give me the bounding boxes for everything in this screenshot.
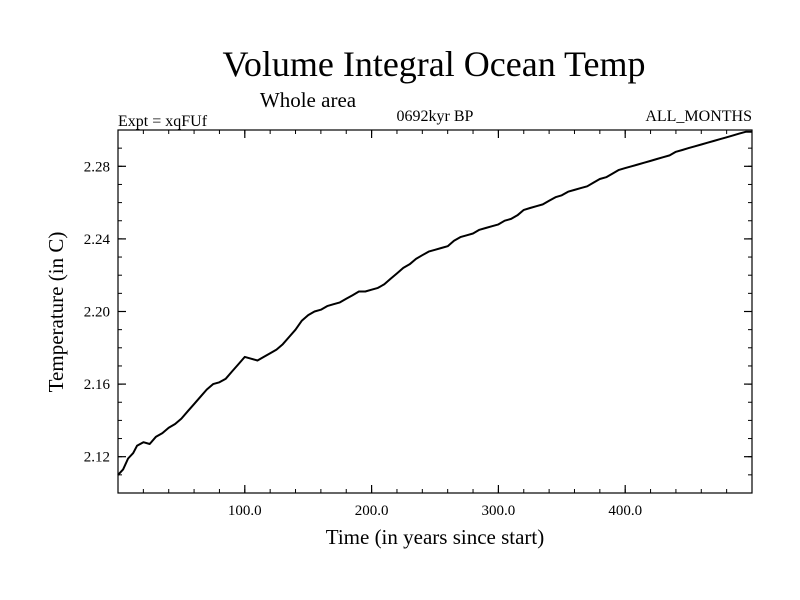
chart-title: Volume Integral Ocean Temp xyxy=(222,44,645,84)
y-tick-label: 2.16 xyxy=(84,377,111,393)
y-axis-label: Temperature (in C) xyxy=(44,232,68,393)
series-line xyxy=(117,130,752,476)
period-label: 0692kyr BP xyxy=(397,108,474,125)
axes: 100.0 200.0 300.0 400.0 2.12 2.16 2.20 2.24 2.28 xyxy=(84,130,752,519)
x-tick-label: 400.0 xyxy=(608,503,642,519)
x-tick-label: 200.0 xyxy=(355,503,389,519)
x-tick-label: 300.0 xyxy=(482,503,516,519)
y-tick-label: 2.20 xyxy=(84,305,110,321)
y-tick-label: 2.12 xyxy=(84,450,110,466)
x-tick-label: 100.0 xyxy=(228,503,262,519)
experiment-label: Expt = xqFUf xyxy=(118,113,208,130)
plot-area xyxy=(117,130,752,476)
chart-subtitle: Whole area xyxy=(260,88,357,112)
months-label: ALL_MONTHS xyxy=(645,108,752,125)
y-tick-label: 2.28 xyxy=(84,159,110,175)
x-axis-label: Time (in years since start) xyxy=(326,525,545,549)
plot-frame xyxy=(117,129,753,494)
y-tick-label: 2.24 xyxy=(84,232,111,248)
